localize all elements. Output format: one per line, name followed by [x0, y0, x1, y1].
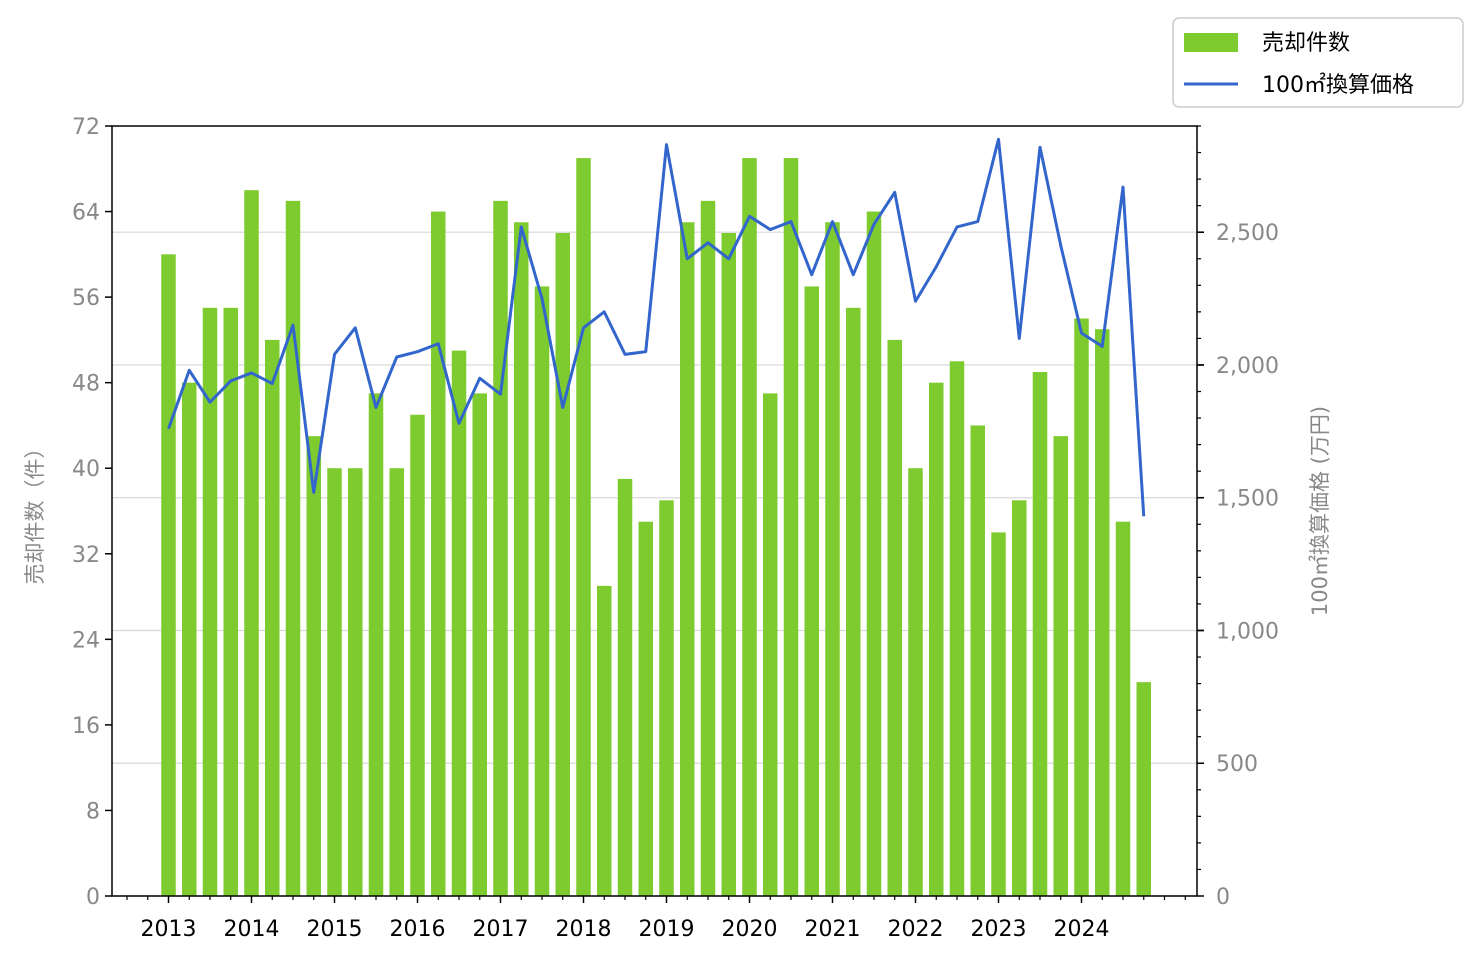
- x-tick-label: 2021: [805, 917, 861, 942]
- bar: [161, 254, 176, 897]
- bar-series: [161, 158, 1151, 897]
- left-tick-label: 64: [72, 201, 100, 226]
- left-tick-label: 40: [72, 457, 100, 482]
- right-tick-label: 2,500: [1216, 221, 1279, 246]
- bar: [431, 211, 446, 897]
- bar: [1074, 318, 1089, 896]
- left-tick-label: 48: [72, 372, 100, 397]
- price-line: [167, 137, 1146, 517]
- bar: [389, 468, 404, 896]
- bar: [1115, 521, 1131, 896]
- bar: [265, 339, 280, 896]
- x-tick-label: 2018: [556, 917, 612, 942]
- bar: [514, 222, 529, 896]
- legend-bar-label: 売却件数: [1262, 31, 1350, 56]
- left-tick-label: 32: [72, 543, 100, 568]
- bar: [970, 425, 985, 896]
- legend-line-label: 100㎡換算価格: [1262, 72, 1414, 98]
- right-tick-label: 2,000: [1216, 354, 1279, 379]
- left-axis: 0 8 16 24 32 40 48 56 64 72: [72, 115, 112, 910]
- bar: [223, 307, 238, 896]
- bar: [244, 190, 259, 896]
- bar: [202, 307, 218, 896]
- legend: 売却件数 100㎡換算価格: [1172, 17, 1464, 108]
- left-tick-label: 8: [86, 799, 100, 824]
- legend-box: [1172, 17, 1464, 108]
- right-tick-label: 0: [1216, 885, 1230, 910]
- right-tick-label: 1,000: [1216, 619, 1279, 644]
- bar: [721, 232, 736, 896]
- bar: [597, 585, 612, 896]
- right-axis: 0 500 1,000 1,500 2,000 2,500: [1197, 125, 1279, 910]
- bar: [306, 436, 321, 896]
- bar: [825, 222, 840, 896]
- bar: [368, 393, 384, 896]
- bar: [285, 200, 301, 897]
- bar: [991, 532, 1006, 896]
- bar: [534, 286, 550, 897]
- bar: [929, 382, 944, 897]
- bar: [576, 158, 591, 897]
- bar: [1136, 682, 1151, 896]
- bar: [1032, 371, 1048, 896]
- x-tick-label: 2013: [141, 917, 197, 942]
- bar: [700, 200, 716, 897]
- bar: [472, 393, 487, 896]
- bar: [348, 468, 363, 896]
- bar: [638, 521, 653, 896]
- left-tick-label: 16: [72, 714, 100, 739]
- bar: [742, 158, 757, 897]
- x-tick-label: 2023: [971, 917, 1027, 942]
- bar: [410, 414, 425, 896]
- x-tick-label: 2024: [1054, 917, 1110, 942]
- bar: [763, 393, 778, 896]
- bar: [617, 478, 633, 896]
- left-tick-label: 0: [86, 885, 100, 910]
- bar: [783, 158, 799, 897]
- bar: [327, 468, 342, 896]
- bar: [555, 232, 570, 896]
- right-axis-title: 100㎡換算価格 (万円): [1308, 406, 1332, 616]
- x-tick-label: 2016: [390, 917, 446, 942]
- bar: [866, 211, 882, 897]
- x-axis: 2013 2014 2015 2016 2017 2018 2019 2020 2021 2022…: [126, 896, 1186, 942]
- x-tick-label: 2020: [722, 917, 778, 942]
- left-tick-label: 56: [72, 286, 100, 311]
- x-tick-label: 2015: [307, 917, 363, 942]
- bar: [1012, 500, 1027, 896]
- bar: [908, 468, 923, 896]
- bar: [949, 361, 965, 896]
- bar: [846, 307, 861, 896]
- line-series: [167, 137, 1146, 517]
- bar: [1053, 436, 1068, 896]
- bar: [887, 339, 902, 896]
- x-tick-label: 2014: [224, 917, 280, 942]
- bar: [182, 382, 197, 897]
- bar: [1095, 329, 1110, 896]
- left-tick-label: 24: [72, 628, 100, 653]
- legend-bar-swatch: [1184, 33, 1238, 52]
- bar: [659, 500, 674, 896]
- bar: [451, 350, 467, 896]
- left-tick-label: 72: [72, 115, 100, 140]
- plot-frame: [111, 125, 1198, 897]
- x-tick-label: 2017: [473, 917, 529, 942]
- bar: [680, 222, 695, 896]
- bar: [804, 286, 819, 897]
- right-tick-label: 1,500: [1216, 487, 1279, 512]
- left-axis-title: 売却件数（件）: [23, 438, 47, 585]
- bar: [493, 200, 508, 897]
- right-tick-label: 500: [1216, 752, 1258, 777]
- x-tick-label: 2022: [888, 917, 944, 942]
- x-tick-label: 2019: [639, 917, 695, 942]
